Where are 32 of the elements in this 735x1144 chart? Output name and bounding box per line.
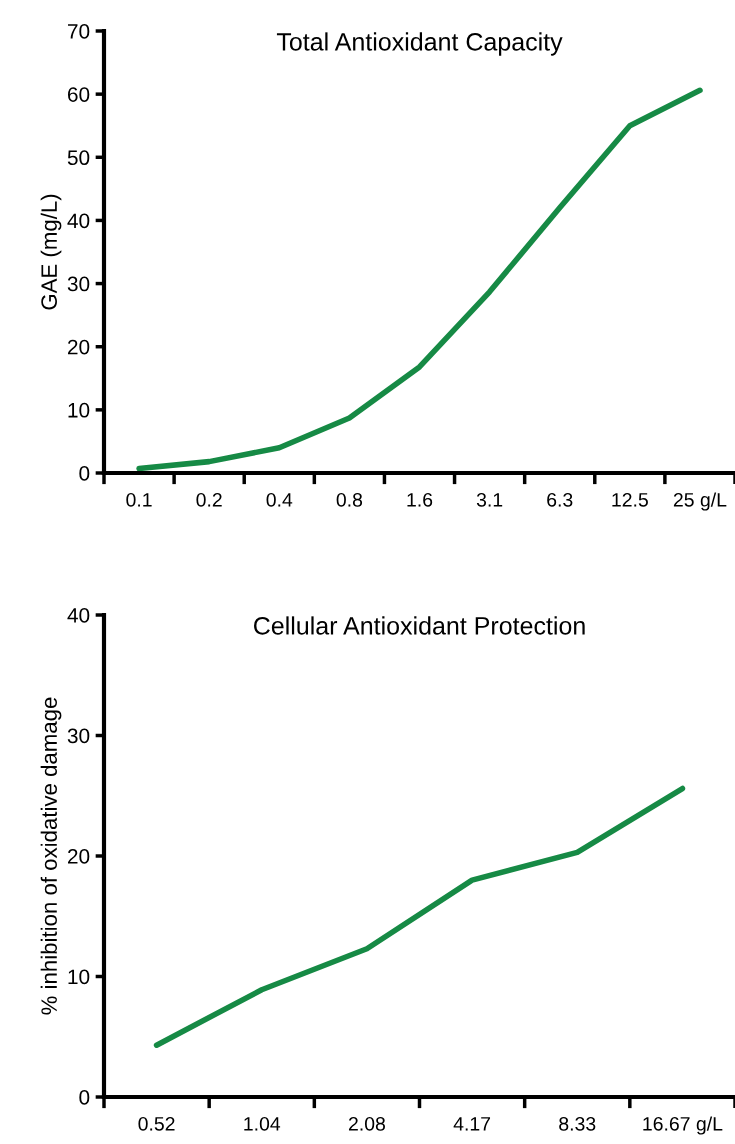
x-tick-label: 3.1 — [476, 492, 503, 507]
y-tick-label: 40 — [67, 213, 90, 229]
x-tick-label: 16.67 g/L — [643, 1116, 723, 1135]
x-tick-label: 1.04 — [244, 1116, 281, 1131]
y-tick-label: 0 — [79, 1090, 90, 1105]
x-tick-label: 25 g/L — [673, 492, 727, 511]
y-tick-label: 70 — [68, 24, 90, 39]
y-tick-label: 20 — [67, 339, 90, 355]
chart-title: Cellular Antioxidant Protection — [254, 616, 585, 635]
x-tick-label: 8.33 — [559, 1116, 596, 1131]
x-tick-label: 6.3 — [547, 492, 573, 507]
y-tick-label: 0 — [79, 466, 90, 481]
x-tick-label: 2.08 — [348, 1116, 385, 1131]
x-tick-label: 0.1 — [126, 492, 152, 507]
x-tick-label: 0.8 — [336, 492, 363, 507]
y-tick-label: 30 — [67, 276, 90, 292]
x-tick-label: 0.52 — [138, 1116, 175, 1131]
x-tick-label: 1.6 — [407, 492, 433, 507]
y-axis-title: GAE (mg/L) — [40, 194, 62, 310]
y-tick-label: 40 — [67, 608, 90, 623]
y-tick-label: 60 — [68, 87, 90, 102]
x-tick-label: 4.17 — [453, 1117, 491, 1131]
chart-title: Total Antioxidant Capacity — [276, 32, 563, 56]
x-tick-label: 0.4 — [266, 492, 293, 507]
y-axis-title: % inhibition of oxidative damage — [40, 697, 62, 1015]
x-tick-label: 0.2 — [196, 492, 222, 507]
y-tick-label: 10 — [68, 969, 90, 985]
y-tick-label: 30 — [67, 728, 90, 744]
y-tick-label: 10 — [68, 402, 90, 418]
x-tick-label: 12.5 — [612, 492, 648, 507]
y-tick-label: 50 — [67, 150, 90, 166]
y-tick-label: 20 — [67, 849, 90, 864]
